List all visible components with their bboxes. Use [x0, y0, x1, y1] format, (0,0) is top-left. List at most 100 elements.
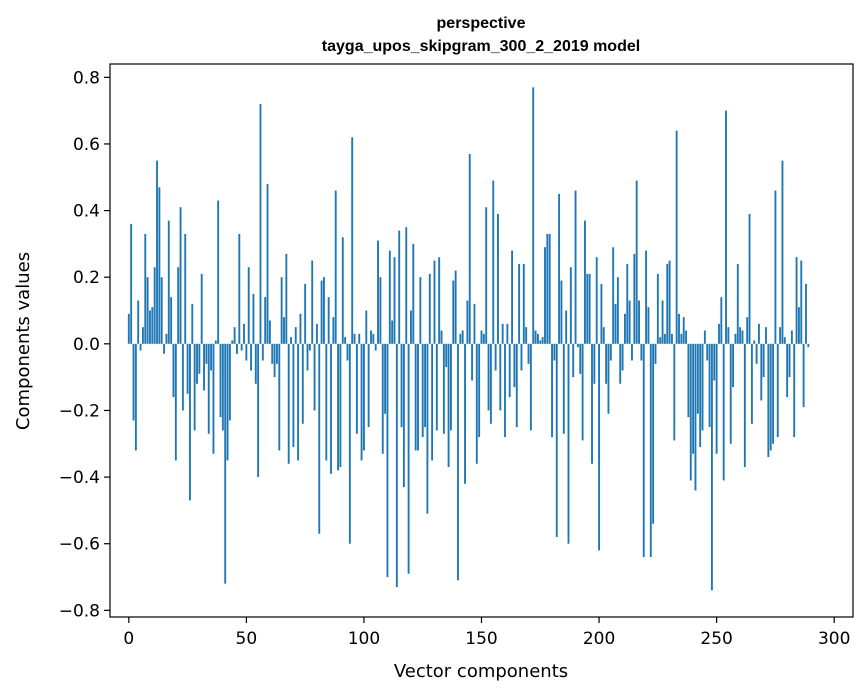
bar: [315, 323, 318, 344]
bar: [207, 343, 210, 434]
bar: [250, 343, 253, 371]
bar: [689, 343, 692, 481]
bar: [520, 343, 523, 371]
bar: [257, 343, 260, 478]
bar: [419, 277, 422, 344]
bar: [703, 330, 706, 344]
bar: [189, 343, 191, 501]
bar: [212, 343, 215, 454]
bar: [447, 343, 450, 468]
bar: [623, 313, 626, 344]
bar: [687, 343, 690, 418]
bar: [701, 343, 704, 431]
bar: [492, 180, 495, 344]
bar: [504, 343, 506, 438]
x-tick-label: 150: [465, 629, 497, 649]
bar: [743, 343, 746, 468]
bar: [774, 190, 777, 344]
bar: [734, 333, 737, 344]
bar: [217, 200, 220, 344]
bar: [464, 343, 466, 484]
bar: [619, 343, 622, 384]
bar: [675, 130, 678, 344]
bar: [560, 280, 563, 344]
bar: [261, 343, 264, 361]
bar: [313, 343, 316, 411]
bar: [506, 323, 509, 344]
bar: [292, 343, 295, 448]
bar: [558, 193, 561, 344]
bar: [584, 220, 586, 344]
bar: [339, 343, 342, 468]
bar: [741, 330, 744, 344]
bar: [386, 343, 389, 578]
bar: [400, 343, 403, 428]
bar: [612, 247, 615, 344]
bar: [548, 233, 551, 344]
bar: [355, 343, 358, 434]
bar: [753, 340, 756, 344]
bar: [692, 343, 695, 454]
bar: [320, 280, 323, 344]
bar: [776, 343, 779, 438]
bar: [593, 343, 596, 384]
bar: [431, 343, 434, 461]
bar: [732, 343, 735, 388]
bar: [459, 333, 462, 344]
bar: [482, 333, 485, 344]
bar: [167, 220, 170, 344]
bar: [327, 297, 330, 344]
bar: [628, 300, 631, 344]
bar: [497, 213, 499, 344]
y-tick-label: −0.8: [59, 601, 100, 621]
bar: [231, 340, 234, 344]
bar: [196, 343, 198, 384]
bar: [609, 343, 612, 361]
bar: [438, 257, 441, 344]
bar: [276, 343, 278, 364]
bar: [344, 337, 347, 344]
bar: [379, 277, 382, 344]
bar: [240, 343, 243, 351]
bar: [605, 343, 608, 384]
bar: [330, 343, 332, 474]
bar: [602, 327, 605, 344]
bar: [631, 343, 633, 361]
bar: [532, 87, 535, 344]
bar: [807, 343, 810, 348]
bar: [440, 330, 443, 344]
bar: [671, 333, 673, 344]
bar: [595, 257, 598, 344]
bar: [489, 343, 492, 424]
bar: [656, 273, 659, 344]
bar: [725, 110, 727, 344]
bar: [198, 343, 201, 374]
bar: [391, 320, 394, 344]
bar: [226, 343, 229, 461]
bar: [360, 343, 363, 461]
bar: [372, 333, 375, 344]
bar: [769, 343, 772, 451]
bar: [132, 343, 135, 421]
bar: [546, 233, 549, 344]
y-tick-label: 0.6: [73, 135, 100, 155]
bar: [428, 273, 431, 344]
bar: [654, 343, 657, 364]
bar: [165, 333, 168, 344]
bar: [337, 343, 340, 471]
bar: [332, 317, 335, 344]
bar: [588, 273, 591, 344]
bar: [158, 187, 161, 344]
bar: [346, 343, 349, 361]
bar: [525, 327, 528, 344]
bar: [435, 343, 438, 431]
bar: [247, 267, 250, 344]
bar: [515, 343, 518, 428]
bar: [146, 277, 149, 344]
bar: [555, 343, 558, 538]
bar: [668, 260, 671, 344]
bar: [388, 250, 391, 344]
bar: [739, 327, 742, 344]
y-tick-label: −0.4: [59, 468, 100, 488]
bar: [539, 340, 542, 344]
